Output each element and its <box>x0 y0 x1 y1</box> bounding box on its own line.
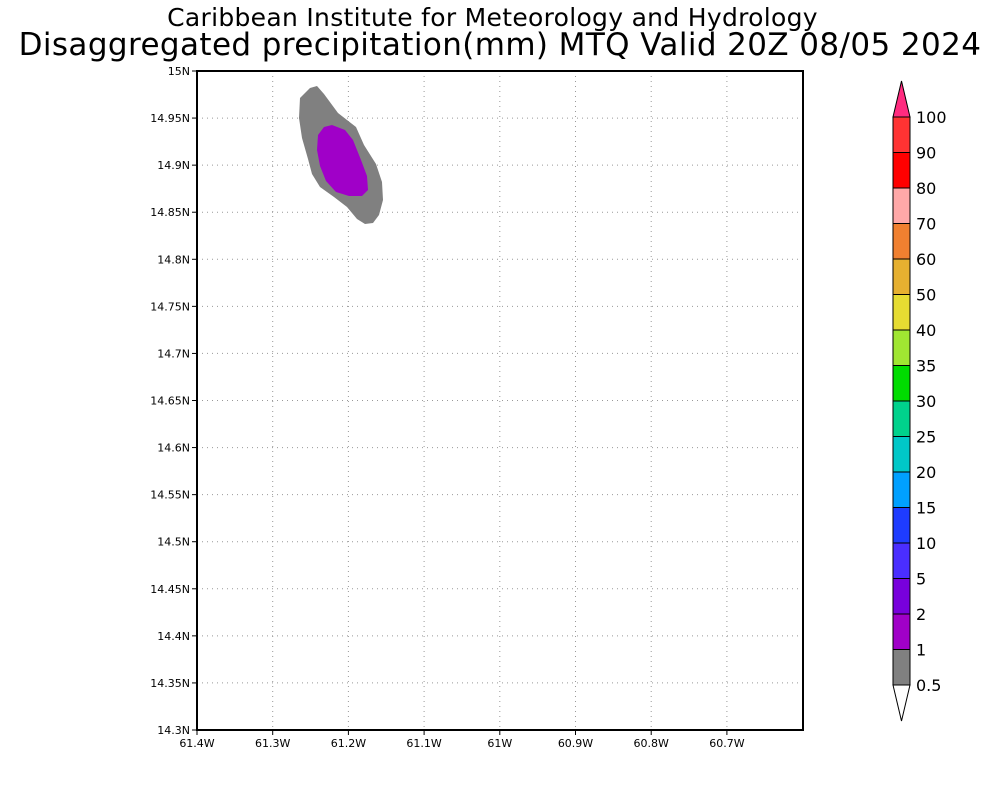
lon-tick-label: 60.7W <box>709 737 744 750</box>
lat-tick-label: 14.6N <box>157 442 190 455</box>
colorbar-label: 100 <box>916 108 947 127</box>
gridlines <box>197 71 804 730</box>
lon-tick-label: 61.4W <box>179 737 214 750</box>
lat-tick-label: 14.3N <box>157 724 190 737</box>
colorbar-bottom-arrow <box>892 684 911 722</box>
colorbar-swatch <box>892 329 911 366</box>
lon-tick-label: 61.1W <box>406 737 441 750</box>
colorbar-swatch <box>892 365 911 402</box>
colorbar-swatch <box>892 187 911 224</box>
colorbar-swatch <box>892 471 911 508</box>
colorbar-swatch <box>892 436 911 473</box>
lat-tick-label: 14.35N <box>150 677 190 690</box>
colorbar-label: 40 <box>916 321 936 340</box>
colorbar-label: 20 <box>916 463 936 482</box>
title-line-1: Caribbean Institute for Meteorology and … <box>167 3 818 32</box>
lat-tick-label: 14.4N <box>157 630 190 643</box>
lat-tick-label: 14.75N <box>150 300 190 313</box>
lat-tick-label: 14.8N <box>157 253 190 266</box>
colorbar-label: 60 <box>916 250 936 269</box>
lat-tick-label: 14.45N <box>150 583 190 596</box>
colorbar-swatch <box>892 542 911 579</box>
colorbar-label: 35 <box>916 357 936 376</box>
colorbar-swatch <box>892 294 911 331</box>
longitude-axis: 61.4W 61.3W 61.2W 61.1W 61W 60.9W 60.8W 60.7W <box>179 730 745 750</box>
colorbar-label: 90 <box>916 144 936 163</box>
colorbar-label: 80 <box>916 179 936 198</box>
colorbar-swatch <box>892 223 911 260</box>
colorbar-label: 70 <box>916 215 936 234</box>
colorbar-label: 1 <box>916 641 926 660</box>
colorbar-label: 10 <box>916 534 936 553</box>
lat-tick-label: 14.85N <box>150 206 190 219</box>
lat-tick-label: 14.7N <box>157 347 190 360</box>
colorbar-top-arrow <box>892 80 911 118</box>
lat-tick-label: 14.65N <box>150 395 190 408</box>
colorbar-swatch <box>892 152 911 189</box>
lon-tick-label: 61W <box>487 737 512 750</box>
title-line-2: Disaggregated precipitation(mm) MTQ Vali… <box>18 27 982 63</box>
lat-tick-label: 14.55N <box>150 489 190 502</box>
colorbar-swatch <box>892 613 911 650</box>
precip-area-1mm <box>317 125 368 196</box>
lon-tick-label: 61.2W <box>331 737 366 750</box>
colorbar-legend: 100 90 80 70 60 50 40 35 30 25 20 15 10 5 2 1 0.5 <box>892 80 947 722</box>
colorbar-swatch <box>892 578 911 615</box>
lat-tick-label: 14.5N <box>157 536 190 549</box>
colorbar-label: 5 <box>916 570 926 589</box>
lat-tick-label: 14.95N <box>150 112 190 125</box>
colorbar-label: 0.5 <box>916 676 941 695</box>
colorbar-label: 25 <box>916 428 936 447</box>
latitude-axis: 15N 14.95N 14.9N 14.85N 14.8N 14.75N 14.7N 14.6… <box>150 65 197 737</box>
colorbar-label: 15 <box>916 499 936 518</box>
colorbar-swatch <box>892 507 911 544</box>
colorbar-swatch <box>892 116 911 153</box>
colorbar-swatch <box>892 400 911 437</box>
colorbar-label: 2 <box>916 605 926 624</box>
colorbar-label: 50 <box>916 286 936 305</box>
colorbar-label: 30 <box>916 392 936 411</box>
lon-tick-label: 60.8W <box>634 737 669 750</box>
colorbar-swatch <box>892 258 911 295</box>
lat-tick-label: 14.9N <box>157 159 190 172</box>
lon-tick-label: 60.9W <box>558 737 593 750</box>
lat-tick-label: 15N <box>168 65 190 78</box>
lon-tick-label: 61.3W <box>255 737 290 750</box>
colorbar-swatch <box>892 649 911 686</box>
